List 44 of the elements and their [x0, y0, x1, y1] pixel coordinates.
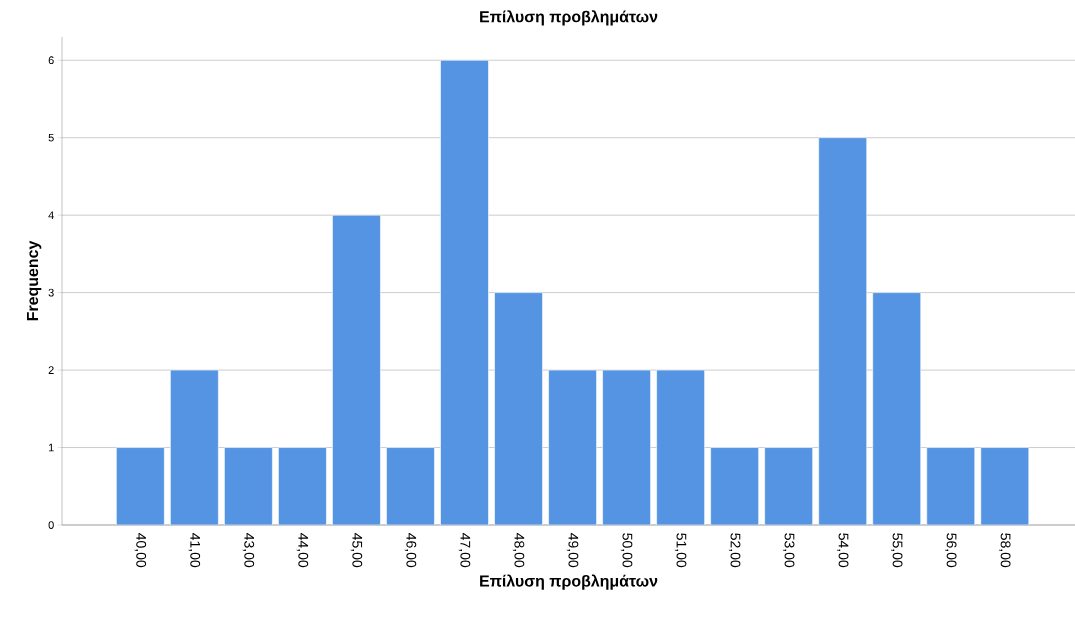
y-tick-label: 6 [48, 56, 54, 65]
x-tick-label: 49,00 [566, 533, 579, 568]
x-tick-label: 53,00 [782, 533, 795, 568]
y-tick-label: 5 [48, 133, 54, 142]
bar [386, 447, 435, 525]
x-tick-label: 48,00 [512, 533, 525, 568]
x-tick-label: 52,00 [728, 533, 741, 568]
bar [980, 447, 1030, 525]
bar [332, 214, 381, 525]
x-tick-label: 40,00 [134, 533, 147, 568]
y-tick-label: 4 [48, 211, 54, 219]
y-axis-title: Frequency [27, 240, 42, 321]
x-axis-title: Επίλυση προβλημάτων [480, 574, 658, 590]
bar [602, 369, 651, 525]
x-tick-label: 45,00 [350, 533, 363, 568]
x-tick-label: 44,00 [296, 533, 309, 568]
y-tick-label: 3 [48, 288, 54, 297]
x-tick-label: 46,00 [404, 533, 417, 568]
bar [170, 369, 219, 525]
x-tick-label: 58,00 [999, 533, 1011, 568]
bar [440, 59, 489, 525]
chart-title: Επίλυση προβλημάτων [480, 10, 658, 26]
bar [224, 447, 273, 525]
bar [818, 137, 867, 525]
bar [872, 292, 922, 525]
x-tick-label: 51,00 [674, 533, 687, 568]
x-tick-label: 56,00 [945, 533, 957, 568]
bar [926, 447, 976, 525]
bar [764, 447, 813, 525]
x-tick-label: 50,00 [620, 533, 633, 568]
y-tick-label: 0 [48, 521, 54, 529]
y-tick-label: 2 [48, 366, 54, 374]
bar [710, 447, 759, 525]
y-tick-label: 1 [48, 443, 54, 452]
bar [548, 369, 597, 525]
bar [494, 292, 543, 525]
x-tick-label: 43,00 [242, 533, 255, 568]
bar [656, 369, 705, 525]
bar [278, 447, 327, 525]
x-tick-label: 54,00 [836, 533, 849, 568]
bar [116, 447, 165, 525]
x-tick-label: 47,00 [458, 533, 471, 568]
x-tick-label: 41,00 [188, 533, 201, 568]
x-tick-label: 55,00 [890, 533, 903, 568]
